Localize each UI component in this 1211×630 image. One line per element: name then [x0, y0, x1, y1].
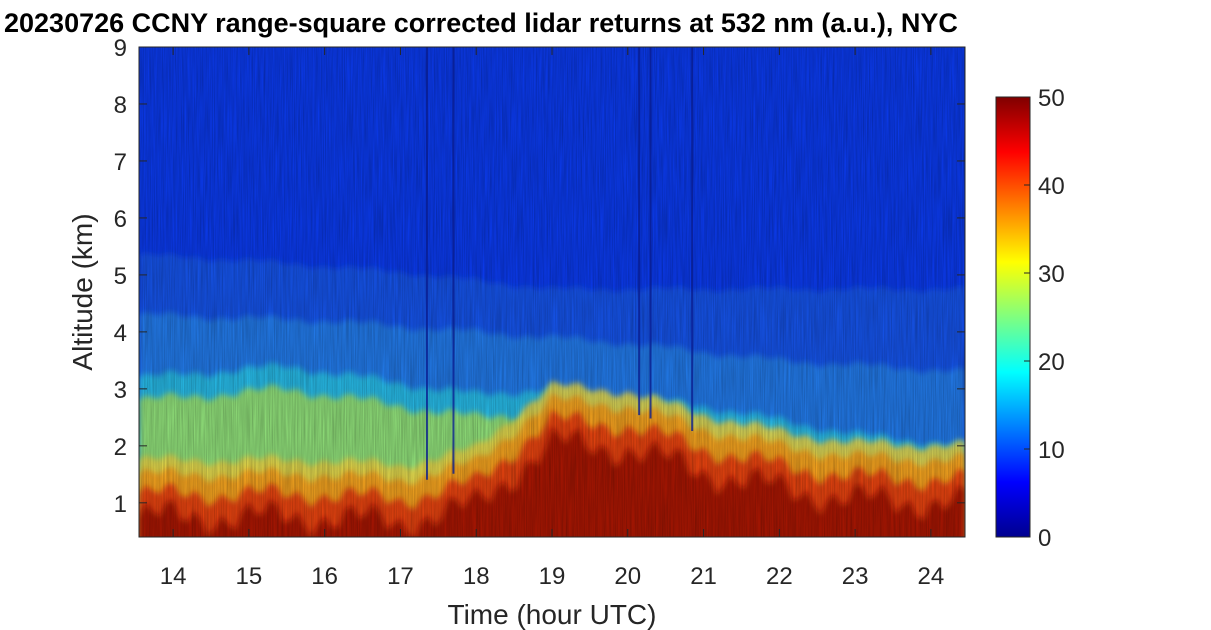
x-tick-label: 16 — [311, 563, 338, 590]
colorbar-tick-label: 30 — [1038, 261, 1065, 288]
x-tick-label: 20 — [614, 563, 641, 590]
x-tick-label: 22 — [766, 563, 793, 590]
y-tick-label: 4 — [114, 320, 127, 347]
x-axis-label: Time (hour UTC) — [448, 599, 657, 630]
y-axis: 1 2 3 4 5 6 7 8 9 — [114, 35, 965, 518]
x-tick-label: 14 — [160, 563, 187, 590]
x-tick-label: 18 — [463, 563, 490, 590]
x-axis: 14 15 16 17 18 19 20 21 22 23 24 — [160, 47, 945, 590]
colorbar-tick-label: 50 — [1038, 85, 1065, 112]
y-tick-label: 6 — [114, 206, 127, 233]
colorbar-tick-label: 20 — [1038, 349, 1065, 376]
x-tick-label: 17 — [387, 563, 414, 590]
y-tick-label: 5 — [114, 263, 127, 290]
y-tick-label: 8 — [114, 92, 127, 119]
colorbar: 0 10 20 30 40 50 — [995, 85, 1065, 552]
colorbar-tick-label: 0 — [1038, 525, 1051, 552]
y-tick-label: 1 — [114, 491, 127, 518]
y-tick-label: 3 — [114, 377, 127, 404]
y-tick-label: 2 — [114, 434, 127, 461]
x-tick-label: 23 — [842, 563, 869, 590]
plot-area — [139, 47, 965, 537]
colorbar-gradient — [995, 96, 1031, 538]
y-axis-label: Altitude (km) — [67, 213, 98, 370]
y-tick-label: 9 — [114, 35, 127, 62]
vertical-streaks — [425, 47, 694, 480]
x-tick-label: 24 — [918, 563, 945, 590]
x-tick-label: 19 — [539, 563, 566, 590]
colorbar-tick-label: 10 — [1038, 437, 1065, 464]
heatmap-grain — [139, 47, 965, 537]
y-tick-label: 7 — [114, 149, 127, 176]
x-tick-label: 21 — [690, 563, 717, 590]
chart-title: 20230726 CCNY range-square corrected lid… — [4, 8, 958, 38]
x-tick-label: 15 — [236, 563, 263, 590]
colorbar-tick-label: 40 — [1038, 173, 1065, 200]
colorbar-ticks: 0 10 20 30 40 50 — [1024, 85, 1065, 552]
